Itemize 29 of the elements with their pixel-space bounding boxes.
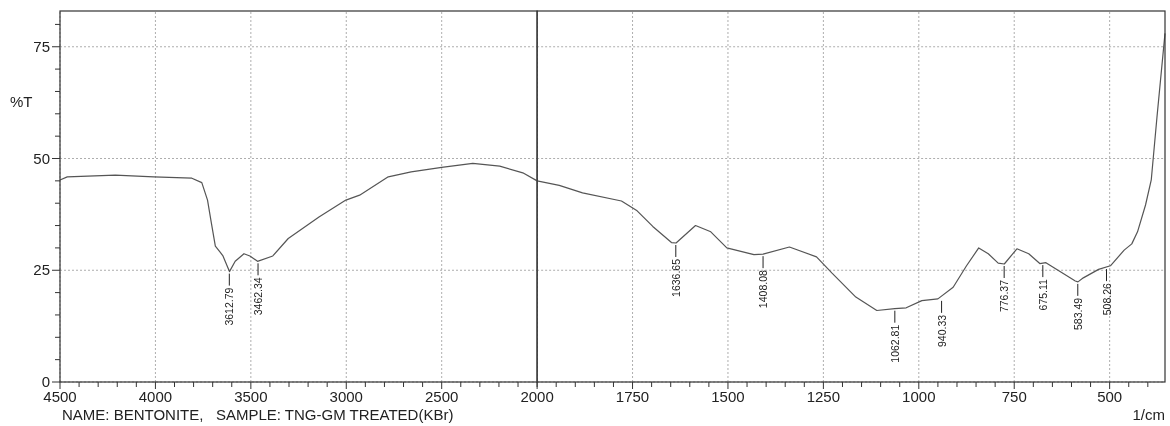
annotation: 3462.34 [252,277,265,316]
x-tick-label: 4500 [43,388,77,405]
x-tick-label: 500 [1097,388,1123,405]
x-tick-label: 750 [1001,388,1027,405]
annotation: 1408.08 [757,270,770,309]
annotation: 940.33 [935,314,948,347]
y-axis-title: %T [10,93,33,110]
annotation: 1062.81 [888,324,901,363]
x-tick-label: 1250 [806,388,841,405]
annotation: 3612.79 [223,287,236,326]
text: NAME: BENTONITE, SAMPLE: TNG-GM TREATED(KBr) [62,406,454,423]
y-tick-label: 25 [33,261,50,279]
x-tick-label: 1500 [711,388,745,405]
annotation: 508.26 [1100,282,1113,316]
y-tick-label: 75 [33,37,50,55]
x-axis-title: 1/cm [1132,406,1165,423]
x-tick-label: 1000 [902,388,936,405]
x-tick-label: 4000 [138,388,173,405]
annotation: 675.11 [1036,278,1049,311]
annotation: 776.37 [998,279,1011,313]
y-tick-label: 0 [41,373,50,390]
annotation: 1636.65 [669,258,682,297]
x-tick-label: 3500 [234,388,268,405]
x-tick-label: 2000 [520,388,554,405]
y-tick-label: 50 [33,149,50,167]
x-tick-label: 2500 [425,388,459,405]
x-tick-label: 3000 [329,388,363,405]
x-tick-label: 1750 [615,388,650,405]
annotation: 583.49 [1071,297,1084,330]
